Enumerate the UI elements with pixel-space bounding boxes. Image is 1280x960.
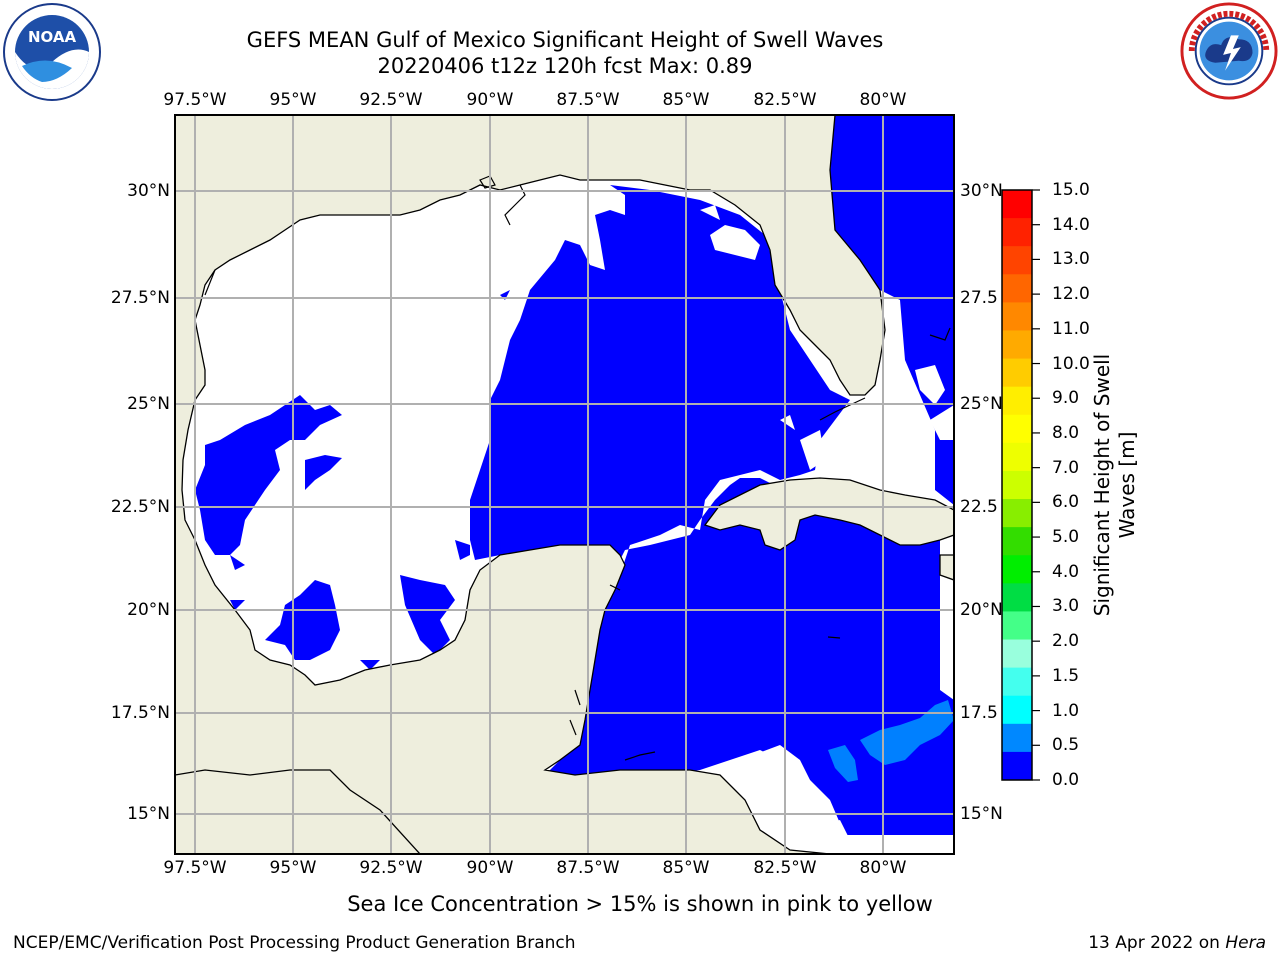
graticule [175, 115, 954, 854]
lon-label-bottom: 87.5°W [556, 858, 620, 878]
colorbar-tick-label: 4.0 [1052, 561, 1080, 582]
colorbar-tick-label: 13.0 [1052, 249, 1090, 270]
lat-label-right: 15°N [960, 804, 1003, 824]
lon-label-bottom: 85°W [662, 858, 710, 878]
colorbar-segment [1002, 274, 1032, 303]
colorbar-tick-label: 6.0 [1052, 492, 1080, 513]
colorbar-tick-label: 0.5 [1052, 735, 1080, 756]
lat-label-right: 17.5 [960, 703, 998, 723]
land-masses [175, 115, 954, 854]
noaa-logo-text: NOAA [28, 28, 77, 46]
lat-label-left: 27.5°N [110, 288, 170, 308]
colorbar-tick-label: 5.0 [1052, 527, 1080, 548]
colorbar-label: Significant Height of Swell Waves [m] [1090, 354, 1140, 616]
colorbar-segment [1002, 611, 1032, 641]
footer-machine: Hera [1225, 933, 1266, 953]
colorbar-tick-label: 9.0 [1052, 388, 1080, 409]
nws-logo [1180, 2, 1278, 100]
colorbar-segment [1002, 723, 1032, 753]
lat-label-left: 25°N [127, 394, 170, 414]
lon-label-top: 95°W [269, 90, 317, 110]
lon-label-top: 90°W [466, 90, 514, 110]
colorbar-tick-label: 2.0 [1052, 631, 1080, 652]
colorbar-tick-label: 7.0 [1052, 457, 1080, 478]
lat-label-right: 30°N [960, 181, 1003, 201]
colorbar-tick-label: 3.0 [1052, 596, 1080, 617]
lon-label-top: 87.5°W [556, 90, 620, 110]
lat-label-right: 27.5 [960, 288, 998, 308]
colorbar-tick-label: 8.0 [1052, 422, 1080, 443]
colorbar-segment [1002, 330, 1032, 360]
colorbar-frame [1001, 189, 1033, 781]
map-frame [174, 114, 955, 855]
colorbar-segment [1002, 583, 1032, 612]
lon-label-top: 80°W [859, 90, 907, 110]
colorbar-segment [1002, 695, 1032, 725]
lon-label-bottom: 80°W [859, 858, 907, 878]
chart-title: GEFS MEAN Gulf of Mexico Significant Hei… [246, 28, 884, 52]
colorbar-segment [1002, 639, 1032, 669]
colorbar-label-line: Significant Height of Swell [1090, 353, 1114, 617]
colorbar-segment [1002, 246, 1032, 275]
colorbar-segment [1002, 218, 1032, 247]
sea-ice-caption: Sea Ice Concentration > 15% is shown in … [347, 892, 933, 916]
colorbar-tick-label: 1.5 [1052, 665, 1080, 686]
lon-label-top: 92.5°W [359, 90, 423, 110]
colorbar-tick-label: 14.0 [1052, 214, 1090, 235]
lon-label-bottom: 92.5°W [359, 858, 423, 878]
footer-credit: NCEP/EMC/Verification Post Processing Pr… [13, 933, 576, 953]
colorbar [1001, 189, 1040, 781]
colorbar-segment [1002, 751, 1032, 781]
colorbar-segment [1002, 667, 1032, 697]
colorbar-label-line: Waves [m] [1115, 431, 1139, 539]
lon-label-bottom: 95°W [269, 858, 317, 878]
lon-label-top: 85°W [662, 90, 710, 110]
colorbar-segment [1002, 302, 1032, 331]
colorbar-segment [1002, 442, 1032, 472]
masked-holes [700, 205, 954, 845]
lat-label-right: 22.5 [960, 497, 998, 517]
coastline-details [204, 175, 951, 761]
lat-label-left: 30°N [127, 181, 170, 201]
colorbar-segment [1002, 555, 1032, 584]
lon-label-top: 97.5°W [163, 90, 227, 110]
lon-label-bottom: 90°W [466, 858, 514, 878]
lat-label-right: 25°N [960, 394, 1003, 414]
lon-label-bottom: 82.5°W [753, 858, 817, 878]
lat-label-left: 20°N [127, 600, 170, 620]
chart-subtitle: 20220406 t12z 120h fcst Max: 0.89 [377, 54, 753, 78]
lon-label-bottom: 97.5°W [163, 858, 227, 878]
footer-date: 13 Apr 2022 on Hera [1088, 932, 1266, 954]
colorbar-segment [1002, 470, 1032, 500]
colorbar-segment [1002, 358, 1032, 388]
colorbar-segment [1002, 386, 1032, 416]
lat-label-right: 20°N [960, 600, 1003, 620]
lat-label-left: 17.5°N [110, 703, 170, 723]
footer-date-text: 13 Apr 2022 on [1088, 933, 1226, 953]
colorbar-segment [1002, 527, 1032, 556]
noaa-logo: NOAA [3, 3, 101, 101]
colorbar-tick-label: 15.0 [1052, 180, 1090, 200]
colorbar-segment [1002, 190, 1032, 219]
lat-label-left: 15°N [127, 804, 170, 824]
colorbar-tick-label: 12.0 [1052, 284, 1090, 305]
lon-label-top: 82.5°W [753, 90, 817, 110]
colorbar-tick-label: 11.0 [1052, 318, 1090, 339]
colorbar-tick-label: 0.0 [1052, 770, 1080, 790]
colorbar-tick-label: 10.0 [1052, 353, 1090, 374]
colorbar-tick-label: 1.0 [1052, 700, 1080, 721]
colorbar-segment [1002, 414, 1032, 444]
colorbar-segment [1002, 499, 1032, 528]
lat-label-left: 22.5°N [110, 497, 170, 517]
